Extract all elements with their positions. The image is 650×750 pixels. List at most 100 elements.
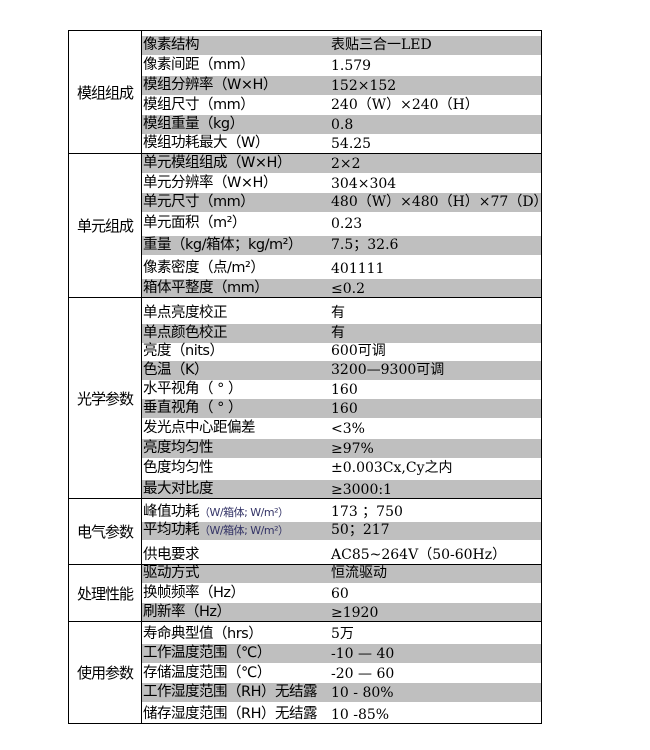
row-shading (142, 644, 541, 663)
param-label: 垂直视角（ ° ） (143, 396, 327, 417)
table-row: 单元面积（m²） 0.23 (142, 212, 541, 233)
param-label: 像素间距（mm） (143, 53, 327, 74)
param-label-text: 单点亮度校正 (143, 305, 228, 321)
param-value: 10 - 80% (331, 685, 394, 701)
param-label-text: 色度均匀性 (143, 460, 214, 476)
param-label: 模组尺寸（mm） (143, 93, 327, 114)
param-label: 单元模组组成（W×H） (143, 151, 327, 172)
table-row: 模组重量（kg） 0.8 (142, 115, 541, 134)
param-label-text: 垂直视角（ ° ） (143, 400, 242, 416)
param-label-text: 驱动方式 (143, 565, 200, 581)
param-label: 单元面积（m²） (143, 211, 327, 232)
row-shading (142, 603, 541, 622)
table-row: 色温（K） 3200—9300可调 (142, 361, 541, 380)
param-label: 发光点中心距偏差 (143, 416, 327, 437)
param-value: 600可调 (331, 343, 386, 359)
table-row: 模组分辨率（W×H） 152×152 (142, 75, 541, 95)
table-row: 亮度（nits） 600可调 (142, 343, 541, 361)
param-value: 2×2 (331, 156, 361, 172)
param-label: 驱动方式 (143, 561, 327, 582)
spec-table: 模组组成 像素结构 表贴三合一LED 像素间距（mm） 1.579 模组分辨率（W×H） 1… (68, 30, 548, 724)
row-shading (142, 439, 541, 458)
table-row: 平均功耗（W/箱体; W/m²） 50；217 (142, 522, 541, 540)
table-row: 重量（kg/箱体；kg/m²） 7.5；32.6 (142, 233, 541, 255)
section-6: 使用参数 寿命典型值（hrs） 5万 工作温度范围（℃） -10 — 40 存储温度范围（… (69, 621, 541, 723)
param-label-text: 水平视角（ ° ） (143, 381, 242, 397)
param-value: 240（W）×240（H） (331, 97, 479, 113)
row-shading (142, 279, 541, 298)
table-row: 单点颜色校正 有 (142, 323, 541, 343)
param-value: ±0.003Cx,Cy之内 (331, 460, 453, 476)
row-shading (142, 154, 541, 173)
param-value: 50；217 (331, 522, 390, 538)
param-value: <3% (331, 421, 365, 437)
param-value: 304×304 (331, 176, 397, 192)
param-value: -10 — 40 (331, 646, 395, 662)
table-row: 峰值功耗（W/箱体; W/m²） 173 ；750 (142, 499, 541, 522)
param-value: ≥1920 (331, 605, 379, 621)
section-1: 模组组成 像素结构 表贴三合一LED 像素间距（mm） 1.579 模组分辨率（W×H） 1… (69, 31, 541, 153)
category-label: 光学参数 (69, 298, 142, 498)
param-label-text: 亮度均匀性 (143, 440, 214, 456)
param-label: 色度均匀性 (143, 456, 327, 477)
param-label: 箱体平整度（mm） (143, 276, 327, 297)
param-value: 173 ；750 (331, 504, 403, 520)
param-label: 存储温度范围（℃） (143, 661, 327, 682)
table-row: 单点亮度校正 有 (142, 298, 541, 323)
row-shading (142, 683, 541, 702)
param-label: 模组功耗最大（W） (143, 131, 327, 152)
table-row: 最大对比度 ≥3000:1 (142, 478, 541, 499)
param-value: 480（W）×480（H）×77（D） (331, 194, 548, 210)
param-value: ≤0.2 (331, 281, 365, 297)
row-shading (142, 361, 541, 380)
row-shading (142, 193, 541, 212)
param-label: 模组重量（kg） (143, 112, 327, 133)
param-label: 工作湿度范围（RH）无结露 (143, 680, 327, 701)
section-3: 光学参数 单点亮度校正有单点颜色校正有亮度（nits） 600可调 色温（K） 3200… (69, 297, 541, 499)
category-label: 使用参数 (69, 622, 142, 723)
param-value: 54.25 (331, 136, 372, 152)
param-label-text: 模组尺寸（mm） (143, 97, 255, 113)
param-label-text: 发光点中心距偏差 (143, 420, 256, 436)
param-value: 401111 (331, 261, 385, 277)
table-row: 换帧频率（Hz） 60 (142, 583, 541, 603)
param-label: 储存湿度范围（RH）无结露 (143, 702, 327, 723)
param-value: 7.5；32.6 (331, 237, 399, 253)
param-label-text: 模组功耗最大（W） (143, 135, 269, 151)
table-row: 模组尺寸（mm） 240（W）×240（H） (142, 95, 541, 115)
row-shading (142, 115, 541, 134)
table-row: 储存湿度范围（RH）无结露 10 -85% (142, 702, 541, 724)
param-label: 刷新率（Hz） (143, 600, 327, 621)
param-label-text: 单元尺寸（mm） (143, 194, 255, 210)
param-label-text: 存储温度范围（℃） (143, 665, 271, 681)
param-label-text: 像素结构 (143, 37, 200, 53)
param-label: 水平视角（ ° ） (143, 377, 327, 398)
param-label-text: 像素密度（点/m²） (143, 260, 265, 276)
param-label: 单点颜色校正 (143, 321, 327, 342)
table-row: 工作温度范围（℃） -10 — 40 (142, 644, 541, 663)
param-value: 5万 (331, 626, 354, 642)
table-row: 像素密度（点/m²） 401111 (142, 255, 541, 278)
table-row: 像素结构 表贴三合一LED (142, 31, 541, 55)
row-shading (142, 76, 541, 95)
row-shading (142, 399, 541, 418)
param-unit: （W/箱体; W/m²） (199, 524, 289, 537)
table-row: 亮度均匀性 ≥97% (142, 438, 541, 458)
table-row: 垂直视角（ ° ） 160 (142, 399, 541, 418)
row-shading (142, 324, 541, 343)
section-2: 单元组成 单元模组组成（W×H） 2×2 单元分辨率（W×H） 304×304 单元尺寸（… (69, 151, 548, 298)
param-label-text: 模组重量（kg） (143, 116, 244, 132)
param-value: AC85~264V（50-60Hz） (331, 547, 507, 563)
param-value: 60 (331, 586, 349, 602)
param-label: 供电要求 (143, 543, 327, 564)
param-value: -20 — 60 (331, 666, 395, 682)
table-row: 寿命典型值（hrs） 5万 (142, 622, 541, 644)
table-row: 色度均匀性 ±0.003Cx,Cy之内 (142, 458, 541, 478)
table-row: 供电要求 AC85~264V（50-60Hz） (142, 540, 541, 565)
section-5: 处理性能 驱动方式 恒流驱动 换帧频率（Hz） 60 刷新率（Hz） ≥1920 (69, 561, 541, 622)
param-label-text: 单点颜色校正 (143, 325, 228, 341)
param-label-text: 刷新率（Hz） (143, 604, 231, 620)
param-label-text: 储存湿度范围（RH）无结露 (143, 706, 317, 722)
param-label-text: 平均功耗 (143, 522, 200, 538)
param-label: 工作温度范围（℃） (143, 641, 327, 662)
